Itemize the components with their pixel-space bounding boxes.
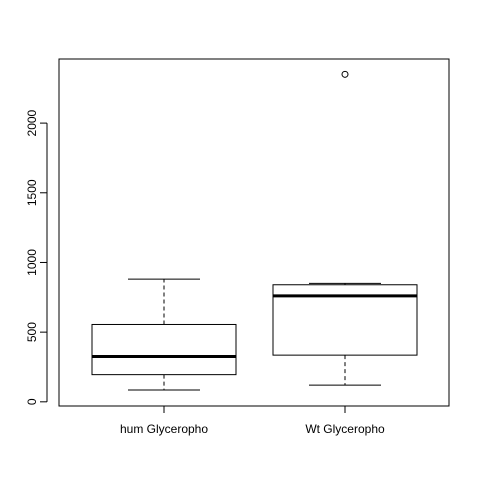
x-axis: hum Glycerophо Wt Glycerophо — [120, 405, 385, 436]
y-axis: 0 500 1000 1500 2000 — [25, 109, 48, 405]
iqr-box — [91, 323, 237, 376]
y-tick-label: 2000 — [25, 109, 39, 136]
y-tick-label: 1000 — [25, 249, 39, 276]
y-tick-label: 500 — [25, 322, 39, 342]
y-tick-label: 0 — [25, 398, 39, 405]
x-tick-label: Wt Glycerophо — [305, 422, 385, 436]
outlier-point — [341, 70, 349, 78]
box-group — [272, 70, 418, 386]
boxes — [91, 70, 418, 391]
x-tick-label: hum Glycerophо — [120, 422, 208, 436]
y-tick-label: 1500 — [25, 179, 39, 206]
box-group — [91, 278, 237, 391]
